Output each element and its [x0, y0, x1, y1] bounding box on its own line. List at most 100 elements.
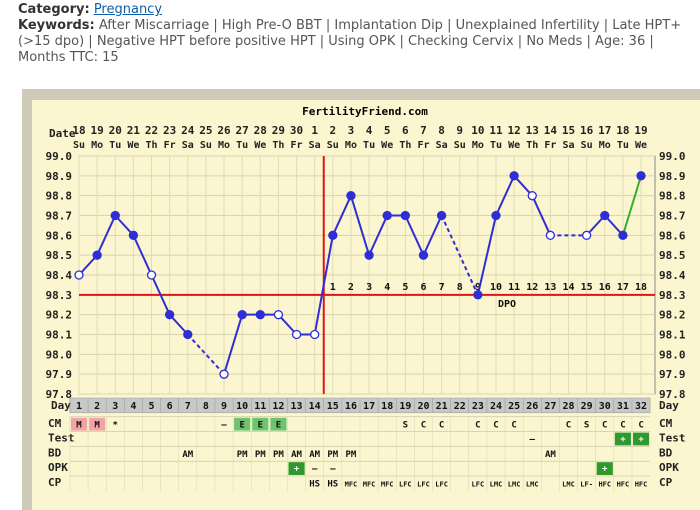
weekday-label: Sa: [182, 140, 194, 151]
y-tick-label-left: 99.0: [46, 150, 73, 163]
weekday-label: Th: [145, 140, 157, 151]
weekday-label: Fr: [164, 140, 176, 151]
date-label: 30: [290, 124, 303, 137]
table-cell-value: C: [566, 420, 571, 430]
weekday-label: Fr: [544, 140, 556, 151]
table-cell-value: C: [493, 420, 498, 430]
date-label: 22: [145, 124, 158, 137]
keywords-text: After Miscarriage | High Pre-O BBT | Imp…: [18, 18, 682, 65]
table-cell-value: E: [258, 420, 263, 430]
table-cell-value: –: [312, 465, 318, 475]
category-line: Category: Pregnancy: [18, 2, 698, 18]
y-tick-label-right: 98.6: [659, 229, 686, 242]
cycle-day-label: 17: [363, 401, 375, 412]
table-cell-value: C: [511, 420, 516, 430]
category-link[interactable]: Pregnancy: [93, 2, 163, 17]
table-cell-value: PM: [273, 450, 284, 460]
dpo-label: 9: [475, 282, 481, 293]
weekday-label: We: [127, 140, 139, 151]
row-label: CM: [48, 417, 62, 430]
date-label: 18: [616, 124, 629, 137]
cycle-day-label: 30: [599, 401, 611, 412]
date-label: 15: [562, 124, 575, 137]
date-label: 5: [384, 124, 391, 137]
dpo-label: 14: [562, 282, 574, 293]
table-cell-value: LFC: [435, 481, 448, 489]
dpo-label: 8: [457, 282, 463, 293]
table-cell-value: HFC: [617, 481, 630, 489]
dpo-label: 6: [420, 282, 426, 293]
table-cell-value: LFC: [399, 481, 412, 489]
cell-highlight: [288, 462, 305, 475]
temperature-point: [418, 250, 429, 260]
date-label: 3: [348, 124, 355, 137]
y-tick-label-left: 98.3: [46, 289, 73, 302]
date-label: 1: [311, 124, 318, 137]
weekday-label: Sa: [562, 140, 574, 151]
cycle-day-label: 28: [562, 401, 574, 412]
cycle-day-label: 21: [436, 401, 448, 412]
weekday-label: Mo: [345, 140, 357, 151]
y-tick-label-right: 98.4: [659, 269, 686, 282]
weekday-label: Mo: [599, 140, 611, 151]
dpo-label: 3: [366, 282, 372, 293]
date-label: 7: [420, 124, 427, 137]
cycle-day-label: 26: [526, 401, 538, 412]
table-cell-value: +: [638, 435, 644, 445]
date-label: 13: [526, 124, 539, 137]
temperature-segment: [531, 195, 552, 236]
date-label: 23: [163, 124, 176, 137]
y-tick-label-left: 98.5: [46, 249, 73, 262]
y-tick-label-left: 97.9: [46, 368, 73, 381]
temperature-point: [581, 230, 592, 240]
dpo-label: 13: [544, 282, 556, 293]
dpo-label: 4: [384, 282, 390, 293]
table-cell-value: C: [620, 420, 625, 430]
cycle-day-label: 29: [581, 401, 593, 412]
date-label: 8: [438, 124, 445, 137]
temperature-segment: [495, 175, 516, 216]
chart-metadata: Category: Pregnancy Keywords: After Misc…: [18, 2, 698, 66]
date-row-label: Date: [49, 127, 76, 140]
cycle-day-label: 23: [472, 401, 484, 412]
weekday-label: We: [508, 140, 520, 151]
weekday-label: Su: [327, 140, 339, 151]
cell-highlight: [596, 462, 613, 475]
table-cell-value: C: [421, 420, 426, 430]
cycle-day-label: 27: [544, 401, 556, 412]
y-tick-label-right: 98.9: [659, 170, 686, 183]
cycle-day-label: 20: [417, 401, 429, 412]
temperature-point: [328, 230, 338, 240]
y-tick-label-right: 98.8: [659, 190, 686, 203]
temperature-segment: [476, 215, 497, 296]
temperature-segment: [187, 333, 225, 375]
weekday-label: Mo: [91, 140, 103, 151]
y-tick-label-right: 98.5: [659, 249, 686, 262]
temperature-point: [237, 310, 247, 320]
temperature-point: [509, 171, 519, 181]
weekday-label: Tu: [236, 140, 248, 151]
weekday-label: Su: [73, 140, 85, 151]
dpo-label: 16: [599, 282, 611, 293]
cycle-day-label: 6: [167, 401, 173, 412]
table-cell-value: C: [475, 420, 480, 430]
table-cell-value: PM: [237, 450, 248, 460]
date-label: 24: [181, 124, 195, 137]
weekday-label: We: [635, 140, 647, 151]
cycle-day-label: 5: [149, 401, 155, 412]
table-cell-value: C: [602, 420, 607, 430]
temperature-point: [600, 210, 610, 221]
temperature-point: [545, 230, 556, 240]
temperature-point: [527, 191, 537, 201]
temperature-segment: [223, 314, 244, 375]
table-cell-value: AM: [182, 450, 193, 460]
table-cell-value: MFC: [345, 481, 358, 489]
y-tick-label-left: 98.9: [46, 170, 73, 183]
temperature-point: [636, 171, 646, 181]
date-label: 29: [272, 124, 285, 137]
date-label: 14: [544, 124, 558, 137]
weekday-label: Su: [581, 140, 593, 151]
table-cell-value: LFC: [417, 481, 430, 489]
row-label-right: OPK: [659, 461, 679, 474]
date-label: 9: [456, 124, 463, 137]
